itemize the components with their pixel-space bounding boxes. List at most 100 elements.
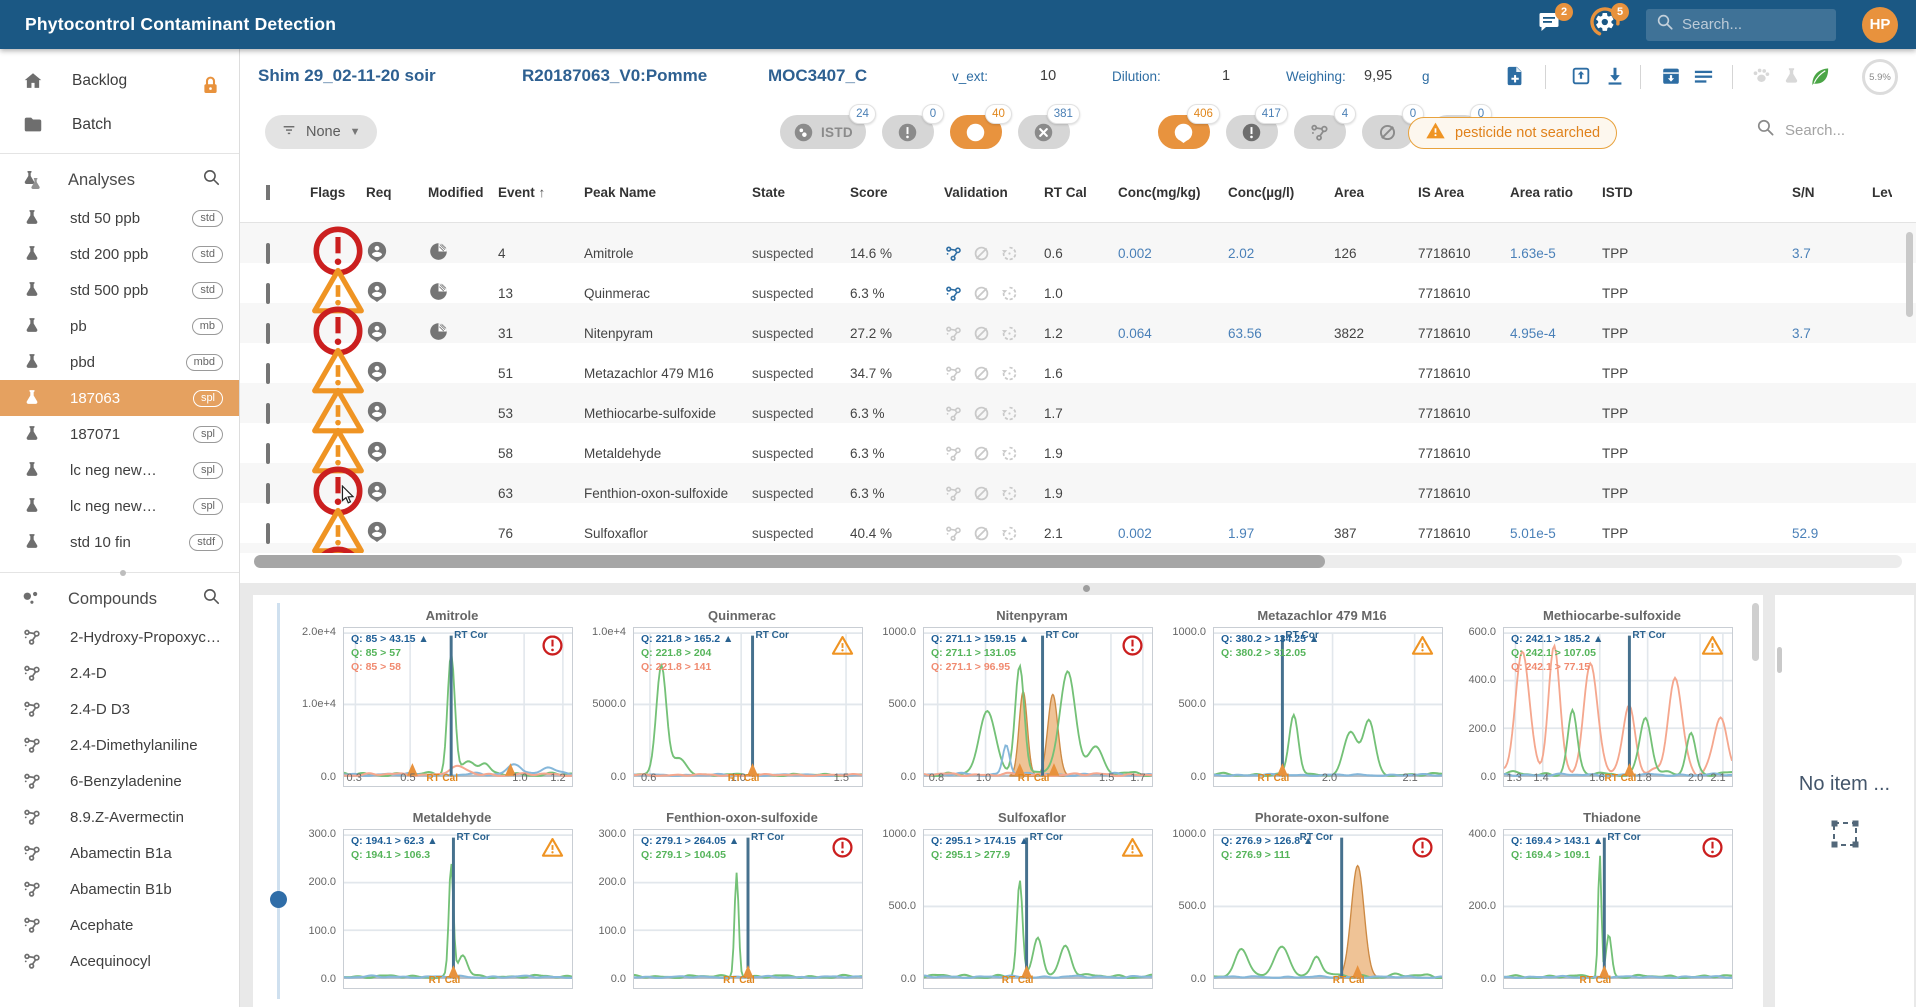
analysis-item[interactable]: std 10 finstdf	[0, 524, 239, 560]
area-ratio-cell[interactable]: 5.01e-5	[1510, 526, 1602, 541]
chart-plot-area[interactable]: Q: 169.4 > 143.1 ▲Q: 169.4 > 109.1 RT Co…	[1503, 829, 1733, 989]
column-header-area-ratio[interactable]: Area ratio	[1510, 185, 1602, 200]
column-header-s-n[interactable]: S/N	[1792, 185, 1872, 200]
reset-icon[interactable]	[1000, 284, 1019, 303]
compound-item[interactable]: Abamectin B1b	[0, 871, 239, 907]
error-flag-icon[interactable]	[1701, 836, 1724, 859]
table-row[interactable]: 91Phorate-oxon-sulfonesuspected25.9 % 2.…	[240, 543, 1916, 553]
compound-item[interactable]: Acequinocyl	[0, 943, 239, 979]
filter-chip-suspected[interactable]: 406	[1158, 115, 1210, 149]
list-menu-button[interactable]	[1690, 63, 1716, 89]
zoom-slider-handle[interactable]	[270, 891, 287, 908]
conc-mgkg-cell[interactable]: 0.002	[1118, 526, 1228, 541]
conc-mgkg-cell[interactable]: 0.002	[1118, 246, 1228, 261]
column-header-event[interactable]: Event ↑	[498, 185, 584, 200]
column-header-state[interactable]: State	[752, 185, 850, 200]
archive-button[interactable]	[1658, 63, 1684, 89]
chart-plot-area[interactable]: Q: 194.1 > 62.3 ▲Q: 194.1 > 106.3 RT Cor…	[343, 829, 573, 989]
analysis-item[interactable]: 187071spl	[0, 416, 239, 452]
molecule-validate-icon[interactable]	[944, 404, 963, 423]
global-search[interactable]	[1646, 9, 1836, 41]
analysis-item[interactable]: std 200 ppbstd	[0, 236, 239, 272]
molecule-validate-icon[interactable]	[944, 284, 963, 303]
molecule-validate-icon[interactable]	[944, 324, 963, 343]
area-ratio-cell[interactable]: 1.63e-5	[1510, 246, 1602, 261]
molecule-validate-icon[interactable]	[944, 484, 963, 503]
molecule-validate-icon[interactable]	[944, 364, 963, 383]
analysis-item[interactable]: pbmb	[0, 308, 239, 344]
conc-ugl-cell[interactable]: 2.02	[1228, 246, 1334, 261]
table-row[interactable]: 58Metaldehydesuspected6.3 % 1.97718610TP…	[240, 423, 1916, 463]
settings-button[interactable]: 5	[1590, 10, 1620, 40]
error-flag-icon[interactable]	[831, 836, 854, 859]
horizontal-scrollbar-thumb[interactable]	[254, 555, 1325, 568]
column-header-level[interactable]: Level	[1872, 185, 1892, 200]
filter-chip-istd[interactable]: ISTD24	[780, 115, 866, 149]
error-flag-icon[interactable]	[1411, 836, 1434, 859]
table-row[interactable]: 53Methiocarbe-sulfoxidesuspected6.3 % 1.…	[240, 383, 1916, 423]
column-header-req[interactable]: Req	[366, 185, 428, 200]
compounds-search-icon[interactable]	[202, 587, 221, 611]
compound-item[interactable]: 2.4-D D3	[0, 691, 239, 727]
molecule-validate-icon[interactable]	[944, 524, 963, 543]
chart-plot-area[interactable]: Q: 295.1 > 174.15 ▲Q: 295.1 > 277.9 RT C…	[923, 829, 1153, 989]
row-checkbox[interactable]	[266, 483, 270, 504]
reset-icon[interactable]	[1000, 404, 1019, 423]
user-avatar[interactable]: HP	[1862, 7, 1898, 43]
row-checkbox[interactable]	[266, 523, 270, 544]
no-result-icon[interactable]	[972, 524, 991, 543]
reset-icon[interactable]	[1000, 324, 1019, 343]
filter-chip-unknown[interactable]: ?40	[950, 115, 1002, 149]
sidebar-splitter[interactable]	[0, 572, 239, 573]
row-checkbox[interactable]	[266, 363, 270, 384]
filter-preset-dropdown[interactable]: None ▼	[265, 115, 377, 149]
analysis-name[interactable]: Shim 29_02-11-20 soir	[258, 66, 436, 86]
select-all-checkbox[interactable]	[266, 185, 270, 200]
column-header-peak-name[interactable]: Peak Name	[584, 185, 752, 200]
add-document-button[interactable]	[1502, 63, 1528, 89]
analysis-item[interactable]: 187063spl	[0, 380, 239, 416]
paw-icon[interactable]	[1748, 63, 1774, 89]
chart-plot-area[interactable]: Q: 380.2 > 134.25 ▲Q: 380.2 > 312.05 RT …	[1213, 627, 1443, 787]
analysis-item[interactable]: std 50 ppbstd	[0, 200, 239, 236]
table-row[interactable]: 76Sulfoxaflorsuspected40.4 % 2.10.0021.9…	[240, 503, 1916, 543]
no-result-icon[interactable]	[972, 484, 991, 503]
table-row[interactable]: 31Nitenpyramsuspected27.2 % 1.20.06463.5…	[240, 303, 1916, 343]
column-header-conc-mg-kg-[interactable]: Conc(mg/kg)	[1118, 185, 1228, 200]
table-search[interactable]	[1756, 118, 1906, 142]
table-row[interactable]: 51Metazachlor 479 M16suspected34.7 % 1.6…	[240, 343, 1916, 383]
reset-icon[interactable]	[1000, 444, 1019, 463]
dilution-value[interactable]: 1	[1222, 68, 1230, 84]
analysis-item[interactable]: lc neg new_14spl	[0, 452, 239, 488]
analysis-item[interactable]: lc neg new_15spl	[0, 488, 239, 524]
molecule-validate-icon[interactable]	[944, 444, 963, 463]
reset-icon[interactable]	[1000, 484, 1019, 503]
detail-scrollbar-thumb[interactable]	[1777, 647, 1782, 673]
column-header-select[interactable]	[266, 185, 310, 200]
conc-ugl-cell[interactable]: 63.56	[1228, 326, 1334, 341]
sample-name[interactable]: R20187063_V0:Pomme	[522, 66, 707, 86]
chart-plot-area[interactable]: Q: 276.9 > 126.8 ▲Q: 276.9 > 111 RT Cor …	[1213, 829, 1443, 989]
conc-mgkg-cell[interactable]: 0.064	[1118, 326, 1228, 341]
panel-splitter-handle[interactable]	[1083, 585, 1090, 592]
table-row[interactable]: 4Amitrolesuspected14.6 % 0.60.0022.02126…	[240, 223, 1916, 263]
analysis-item[interactable]: pbdmbd	[0, 344, 239, 380]
column-header-is-area[interactable]: IS Area	[1418, 185, 1510, 200]
lock-icon[interactable]	[200, 75, 221, 101]
row-checkbox[interactable]	[266, 323, 270, 344]
batch-name[interactable]: MOC3407_C	[768, 66, 867, 86]
no-result-icon[interactable]	[972, 284, 991, 303]
column-header-modified[interactable]: Modified	[428, 185, 498, 200]
table-row[interactable]: 63Fenthion-oxon-sulfoxidesuspected6.3 % …	[240, 463, 1916, 503]
reset-icon[interactable]	[1000, 524, 1019, 543]
warning-flag-icon[interactable]	[831, 634, 854, 657]
pesticide-warning-chip[interactable]: pesticide not searched	[1408, 117, 1617, 149]
vext-value[interactable]: 10	[1040, 68, 1056, 84]
column-header-istd[interactable]: ISTD	[1602, 185, 1792, 200]
row-checkbox[interactable]	[266, 283, 270, 304]
no-result-icon[interactable]	[972, 444, 991, 463]
no-result-icon[interactable]	[972, 364, 991, 383]
row-checkbox[interactable]	[266, 403, 270, 424]
warning-flag-icon[interactable]	[1411, 634, 1434, 657]
analysis-item[interactable]: std 500 ppbstd	[0, 272, 239, 308]
